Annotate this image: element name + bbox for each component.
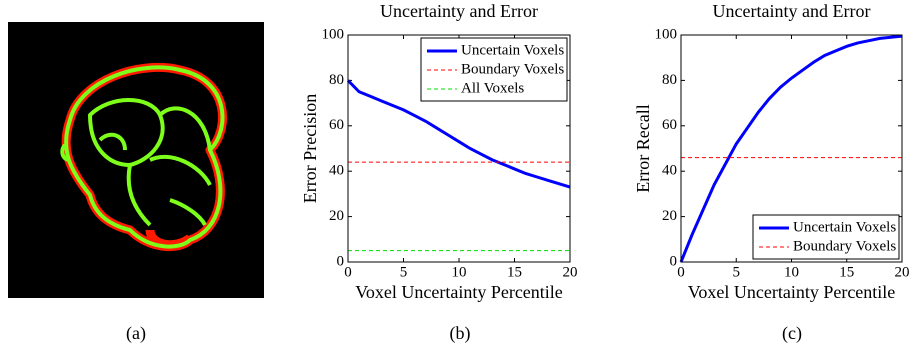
y-tick-label: 20: [662, 208, 677, 224]
x-tick-label: 10: [452, 264, 467, 280]
x-tick-label: 5: [733, 264, 741, 280]
legend-label: Boundary Voxels: [461, 61, 564, 77]
y-tick-label: 80: [329, 72, 344, 88]
legend-label: Uncertain Voxels: [793, 219, 896, 235]
legend-label: All Voxels: [461, 80, 524, 96]
x-tick-label: 10: [784, 264, 799, 280]
y-axis-label: Error Recall: [633, 104, 653, 192]
x-tick-label: 0: [677, 264, 685, 280]
figure: (a) (b) (c) Uncertainty and Error Voxel U…: [0, 0, 915, 353]
legend-label: Boundary Voxels: [793, 238, 896, 254]
x-tick-label: 20: [563, 264, 578, 280]
y-tick-label: 100: [655, 26, 678, 42]
legend-label: Uncertain Voxels: [461, 42, 564, 58]
y-tick-label: 60: [662, 117, 677, 133]
y-tick-label: 0: [337, 253, 345, 269]
x-tick-label: 15: [507, 264, 522, 280]
chart-title: Uncertainty and Error: [713, 1, 871, 21]
panel-label: (c): [782, 323, 802, 344]
x-axis-label: Voxel Uncertainty Percentile: [355, 282, 563, 302]
y-tick-label: 40: [329, 163, 344, 179]
x-tick-label: 20: [895, 264, 910, 280]
segmentation-image: [8, 22, 264, 298]
y-tick-label: 0: [670, 253, 678, 269]
x-axis-label: Voxel Uncertainty Percentile: [688, 282, 896, 302]
y-tick-label: 40: [662, 163, 677, 179]
x-tick-label: 15: [839, 264, 854, 280]
chart-title: Uncertainty and Error: [380, 1, 538, 21]
y-axis-label: Error Precision: [300, 94, 320, 203]
x-tick-label: 0: [344, 264, 352, 280]
x-tick-label: 5: [400, 264, 408, 280]
y-tick-label: 60: [329, 117, 344, 133]
y-tick-label: 100: [322, 26, 345, 42]
y-tick-label: 20: [329, 208, 344, 224]
panel-label: (a): [126, 323, 146, 344]
y-tick-label: 80: [662, 72, 677, 88]
panel-label: (b): [450, 323, 471, 344]
